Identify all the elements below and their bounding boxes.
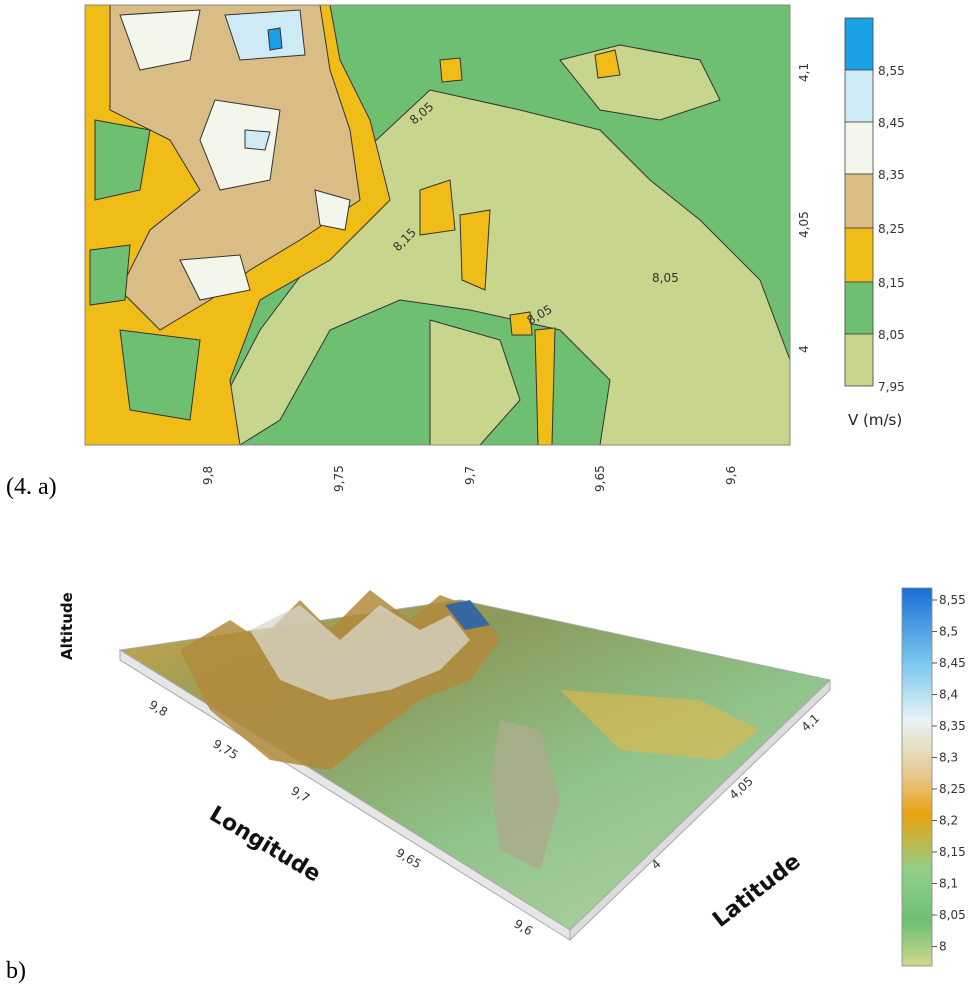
longitude-label: Longitude [205, 802, 325, 888]
latitude-label: Latitude [708, 849, 805, 933]
legend-label: 8,05 [878, 328, 905, 342]
latitude-tick: 4 [649, 857, 664, 873]
longitude-tick: 9,8 [146, 698, 170, 720]
x-tick-label: 9,6 [724, 466, 738, 485]
legend-label: 8,35 [878, 168, 905, 182]
colorbar-tick-label: 8,25 [939, 782, 966, 796]
colorbar-tick-label: 8,2 [939, 814, 958, 828]
contour-plot-area [85, 5, 790, 445]
colorbar-tick-label: 8,15 [939, 845, 966, 859]
contour-legend: 8,55 8,45 8,35 8,25 8,15 8,05 7,95 V (m/… [844, 17, 905, 429]
colorbar-tick-label: 8,4 [939, 688, 958, 702]
longitude-tick: 9,7 [288, 784, 312, 806]
legend-label: 7,95 [878, 380, 905, 394]
colorbar-ticks: 8,55 8,5 8,45 8,4 8,35 8,3 8,25 8,2 8,15 8,1 8,05 8 [932, 593, 966, 954]
contour-label: 8,05 [652, 271, 679, 285]
colorbar-tick-label: 8,55 [939, 593, 966, 607]
colorbar-tick-label: 8,05 [939, 908, 966, 922]
longitude-tick: 9,6 [511, 917, 535, 939]
colorbar-tick-label: 8 [939, 940, 947, 954]
colorbar-tick-label: 8,35 [939, 719, 966, 733]
longitude-tick: 9,65 [393, 846, 423, 872]
caption-a: (4. a) [6, 474, 57, 500]
x-tick-label: 9,7 [463, 466, 477, 485]
colorbar-tick-label: 8,45 [939, 656, 966, 670]
colorbar-tick-label: 8,1 [939, 877, 958, 891]
colorbar-tick-label: 8,3 [939, 751, 958, 765]
y-tick-label: 4,05 [797, 211, 811, 238]
surface-plot [118, 590, 832, 942]
altitude-label: Altitude [58, 592, 76, 660]
y-tick-label: 4,1 [797, 63, 811, 82]
caption-b: b) [6, 958, 26, 984]
x-tick-label: 9,8 [201, 466, 215, 485]
y-axis: 4,1 4,05 4 [797, 63, 811, 353]
legend-title: V (m/s) [848, 411, 902, 429]
x-axis: 9,8 9,75 9,7 9,65 9,6 [201, 465, 738, 492]
legend-label: 8,15 [878, 276, 905, 290]
x-tick-label: 9,65 [593, 465, 607, 492]
colorbar-tick-label: 8,5 [939, 625, 958, 639]
y-tick-label: 4 [797, 345, 811, 353]
legend-label: 8,55 [878, 64, 905, 78]
surface-chart: Altitude Longitude Latitude 9,8 9,75 9,7… [58, 587, 966, 967]
legend-label: 8,45 [878, 116, 905, 130]
contour-chart: 8,05 8,15 8,05 8,05 9,8 9,75 9,7 9,65 9,… [84, 4, 905, 492]
x-tick-label: 9,75 [332, 465, 346, 492]
longitude-tick: 9,75 [210, 737, 240, 763]
surface-colorbar: 8,55 8,5 8,45 8,4 8,35 8,3 8,25 8,2 8,15 8,1 8,05 8 [901, 587, 966, 967]
legend-label: 8,25 [878, 222, 905, 236]
